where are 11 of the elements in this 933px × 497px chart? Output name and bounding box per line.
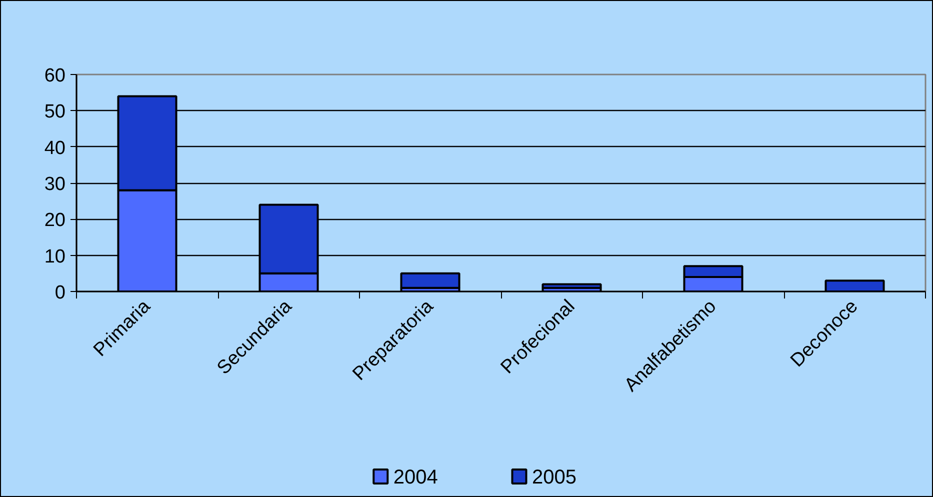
y-tick-label: 50 xyxy=(44,102,66,123)
y-tick-label: 0 xyxy=(54,282,66,304)
y-tick-label: 20 xyxy=(44,210,66,232)
y-tick-label: 30 xyxy=(44,174,66,195)
y-tick-label: 40 xyxy=(44,138,66,159)
y-tick-label: 60 xyxy=(44,66,66,86)
legend-label: 2005 xyxy=(532,466,577,488)
bar xyxy=(542,283,602,289)
legend-label: 2004 xyxy=(393,466,438,488)
y-tick-label: 10 xyxy=(44,246,66,268)
bar xyxy=(400,272,460,289)
